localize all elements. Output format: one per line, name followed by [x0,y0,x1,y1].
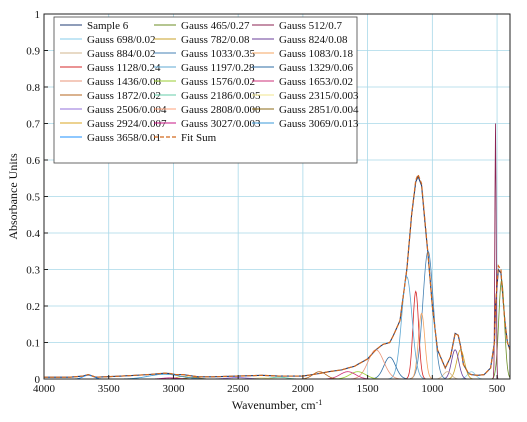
legend-box [53,16,358,164]
y-tick-label: 0.7 [26,119,40,131]
legend-label-gauss-1197-0-28: Gauss 1197/0.28 [181,62,255,74]
x-tick-label: 2000 [292,383,315,395]
x-tick-label: 3500 [98,383,121,395]
legend-label-gauss-2506-0-004: Gauss 2506/0.004 [87,104,167,116]
y-tick-label: 0.1 [26,338,40,350]
y-tick-label: 0.8 [26,82,40,94]
legend-label-gauss-698-0-02: Gauss 698/0.02 [87,34,155,46]
legend-label-gauss-2851-0-004: Gauss 2851/0.004 [279,104,359,116]
x-tick-label: 4000 [33,383,56,395]
legend-label-gauss-1083-0-18: Gauss 1083/0.18 [279,48,353,60]
legend-label-gauss-2808-0-000: Gauss 2808/0.000 [181,104,261,116]
legend-label-fit-sum: Fit Sum [181,132,217,144]
legend-label-gauss-1033-0-35: Gauss 1033/0.35 [181,48,255,60]
legend-label-gauss-465-0-27: Gauss 465/0.27 [181,20,250,32]
legend-label-gauss-1576-0-02: Gauss 1576/0.02 [181,76,255,88]
legend-label-gauss-1329-0-06: Gauss 1329/0.06 [279,62,353,74]
series-line-gauss-1128-0-24 [44,290,510,380]
series-line-gauss-1436-0-08 [44,349,510,380]
series-line-gauss-1197-0-28 [44,276,510,380]
legend-label-gauss-2315-0-003: Gauss 2315/0.003 [279,90,359,102]
y-tick-label: 0.2 [26,301,40,313]
legend-label-gauss-1653-0-02: Gauss 1653/0.02 [279,76,353,88]
y-tick-label: 0.4 [26,228,40,240]
y-tick-label: 0.6 [26,155,40,167]
y-tick-label: 1 [35,9,41,21]
x-tick-label: 2500 [227,383,250,395]
x-tick-label: 500 [489,383,506,395]
x-axis-title: Wavenumber, cm-1 [232,398,323,413]
series-line-fit-sum [44,173,511,378]
legend-label-gauss-1128-0-24: Gauss 1128/0.24 [87,62,161,74]
series-line-sample-6 [44,174,511,378]
x-axis-title-sup: -1 [316,398,323,407]
legend-label-gauss-2186-0-005: Gauss 2186/0.005 [181,90,261,102]
series-line-gauss-884-0-02 [44,371,510,380]
legend-label-gauss-3069-0-013: Gauss 3069/0.013 [279,118,359,130]
legend: Sample 6 Gauss 465/0.27 Gauss 512/0.7 Gauss… [53,16,359,164]
series-line-gauss-782-0-08 [44,349,510,380]
legend-label-gauss-1872-0-02: Gauss 1872/0.02 [87,90,161,102]
legend-label-gauss-2924-0-007: Gauss 2924/0.007 [87,118,167,130]
legend-label-gauss-884-0-02: Gauss 884/0.02 [87,48,155,60]
y-axis-title: Absorbance Units [6,153,20,240]
y-tick-label: 0.3 [26,265,40,277]
legend-label-gauss-782-0-08: Gauss 782/0.08 [181,34,250,46]
axis-layer: 4000 3500 3000 2500 2000 1500 1000 500 0 0.1 0.2 0.… [26,9,511,395]
legend-label-gauss-1436-0-08: Gauss 1436/0.08 [87,76,161,88]
series-line-gauss-465-0-27 [44,279,511,380]
y-tick-label: 0.9 [26,46,40,58]
legend-label-gauss-512-0-7: Gauss 512/0.7 [279,20,342,32]
y-tick-label: 0 [35,374,41,386]
x-tick-label: 3000 [162,383,185,395]
legend-label-gauss-824-0-08: Gauss 824/0.08 [279,34,348,46]
series-line-gauss-824-0-08 [44,349,510,380]
y-tick-label: 0.5 [26,192,40,204]
legend-label-sample-6: Sample 6 [87,20,129,32]
series-line-gauss-1033-0-35 [44,250,510,380]
legend-label-gauss-3027-0-003: Gauss 3027/0.003 [181,118,261,130]
x-tick-label: 1000 [421,383,444,395]
x-axis-title-text: Wavenumber, cm [232,398,317,412]
legend-label-gauss-3658-0-01: Gauss 3658/0.01 [87,132,161,144]
x-tick-label: 1500 [357,383,380,395]
